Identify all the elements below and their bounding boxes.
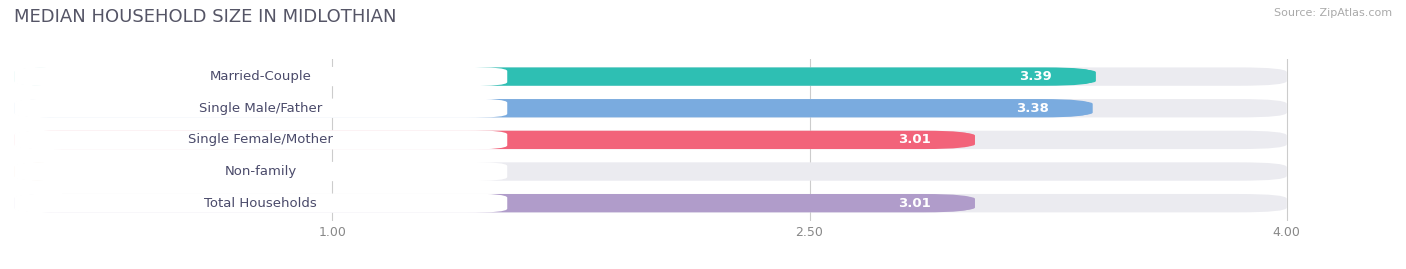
- FancyBboxPatch shape: [14, 194, 972, 212]
- FancyBboxPatch shape: [853, 132, 974, 147]
- FancyBboxPatch shape: [14, 99, 508, 118]
- FancyBboxPatch shape: [14, 162, 1286, 181]
- FancyBboxPatch shape: [972, 101, 1092, 116]
- FancyBboxPatch shape: [14, 130, 508, 150]
- FancyBboxPatch shape: [14, 193, 508, 213]
- Text: MEDIAN HOUSEHOLD SIZE IN MIDLOTHIAN: MEDIAN HOUSEHOLD SIZE IN MIDLOTHIAN: [14, 8, 396, 26]
- FancyBboxPatch shape: [14, 162, 399, 181]
- FancyBboxPatch shape: [14, 68, 1092, 86]
- FancyBboxPatch shape: [14, 194, 1286, 212]
- Text: 3.01: 3.01: [898, 133, 931, 146]
- FancyBboxPatch shape: [14, 68, 1286, 86]
- Text: 3.01: 3.01: [898, 197, 931, 210]
- Text: Married-Couple: Married-Couple: [209, 70, 312, 83]
- Text: 3.39: 3.39: [1019, 70, 1052, 83]
- Text: Total Households: Total Households: [204, 197, 316, 210]
- Text: Non-family: Non-family: [225, 165, 297, 178]
- FancyBboxPatch shape: [14, 99, 1286, 117]
- Text: 1.21: 1.21: [326, 165, 359, 178]
- Text: Single Male/Father: Single Male/Father: [200, 102, 322, 115]
- Text: Source: ZipAtlas.com: Source: ZipAtlas.com: [1274, 8, 1392, 18]
- FancyBboxPatch shape: [14, 131, 972, 149]
- FancyBboxPatch shape: [14, 162, 508, 181]
- FancyBboxPatch shape: [14, 99, 1090, 117]
- Text: 3.38: 3.38: [1015, 102, 1049, 115]
- FancyBboxPatch shape: [14, 67, 508, 86]
- FancyBboxPatch shape: [974, 69, 1095, 84]
- Text: Single Female/Mother: Single Female/Mother: [188, 133, 333, 146]
- FancyBboxPatch shape: [281, 164, 402, 179]
- FancyBboxPatch shape: [853, 196, 974, 211]
- FancyBboxPatch shape: [14, 131, 1286, 149]
